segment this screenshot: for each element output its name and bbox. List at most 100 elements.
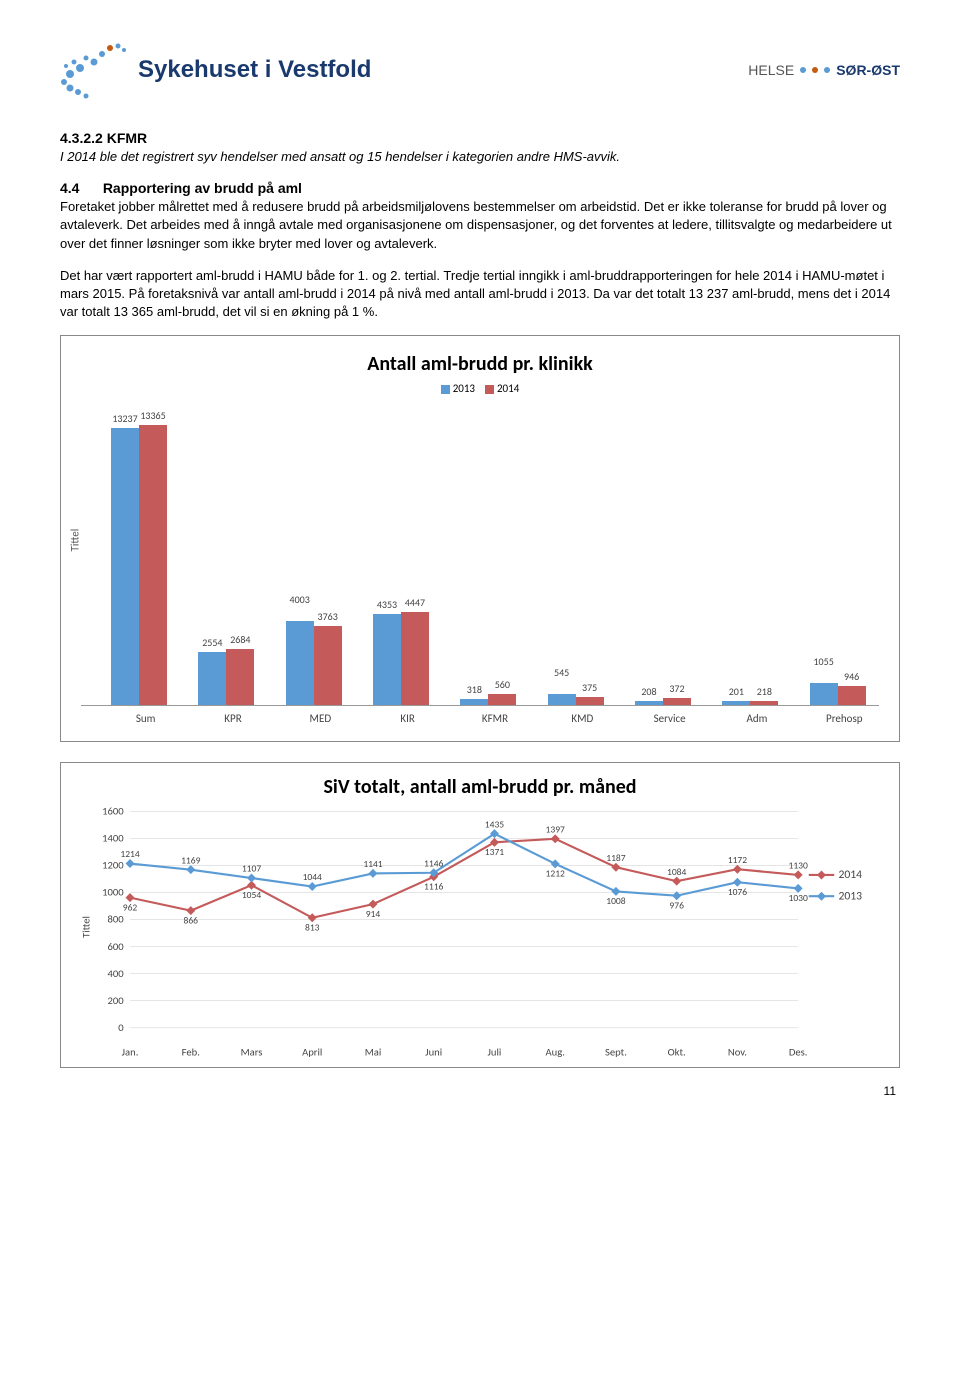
logo-right: HELSE SØR-ØST [748, 62, 900, 78]
svg-text:1200: 1200 [102, 859, 124, 872]
line-chart-svg: 02004006008001000120014001600Jan.Feb.Mar… [77, 805, 883, 1064]
bar-group: 545375 [548, 694, 617, 705]
body-paragraph: I 2014 ble det registrert syv hendelser … [60, 148, 900, 166]
dot-icon [800, 67, 806, 73]
legend-label: 2014 [497, 382, 519, 395]
bar: 2554 [198, 652, 226, 706]
y-axis-label: Tittel [69, 529, 82, 552]
bar-value-label: 560 [495, 678, 510, 691]
svg-text:1008: 1008 [606, 895, 625, 907]
sorost-text: SØR-ØST [836, 62, 900, 78]
logo-dots-icon [60, 40, 130, 100]
svg-text:813: 813 [305, 922, 320, 934]
svg-text:1146: 1146 [424, 858, 443, 870]
bar-value-label: 201 [729, 685, 744, 698]
bar-value-label: 13365 [140, 409, 165, 422]
svg-text:1397: 1397 [546, 824, 565, 836]
svg-text:976: 976 [669, 900, 684, 912]
bar-value-label: 545 [554, 666, 569, 679]
svg-text:2013: 2013 [838, 890, 862, 904]
svg-text:200: 200 [108, 994, 125, 1007]
bar: 318 [460, 699, 488, 706]
svg-text:0: 0 [118, 1021, 124, 1034]
x-label: Prehosp [810, 712, 879, 725]
body-paragraph: Det har vært rapportert aml-brudd i HAMU… [60, 267, 900, 322]
page-number: 11 [60, 1084, 900, 1098]
x-label: KFMR [460, 712, 529, 725]
bar: 208 [635, 701, 663, 705]
bar-value-label: 4353 [377, 598, 397, 611]
svg-text:600: 600 [108, 940, 125, 953]
x-label: Sum [111, 712, 180, 725]
line-chart-box: SiV totalt, antall aml-brudd pr. måned 0… [60, 762, 900, 1068]
x-label: KIR [373, 712, 442, 725]
bar-group: 1323713365 [111, 425, 180, 705]
svg-text:1107: 1107 [242, 863, 261, 875]
bar: 13365 [139, 425, 167, 705]
svg-text:1371: 1371 [485, 846, 504, 858]
bar-group: 318560 [460, 694, 529, 706]
svg-text:1076: 1076 [728, 886, 747, 898]
svg-text:Mars: Mars [241, 1046, 263, 1059]
legend-swatch-2013 [441, 385, 450, 394]
bar-chart-title: Antall aml-brudd pr. klinikk [81, 352, 879, 376]
x-label: MED [286, 712, 355, 725]
svg-text:400: 400 [108, 967, 125, 980]
svg-text:1084: 1084 [667, 866, 686, 878]
bar: 372 [663, 698, 691, 706]
svg-text:1141: 1141 [363, 858, 382, 870]
bar-chart-area: Tittel 132371336525542684400337634353444… [81, 405, 879, 706]
bar: 560 [488, 694, 516, 706]
bar-chart-legend: 2013 2014 [81, 382, 879, 395]
bar-value-label: 3763 [318, 610, 338, 623]
bar: 1055 [810, 683, 838, 705]
page-header: Sykehuset i Vestfold HELSE SØR-ØST [60, 40, 900, 100]
helse-text: HELSE [748, 62, 794, 78]
bar-group: 43534447 [373, 612, 442, 705]
x-label: Service [635, 712, 704, 725]
svg-text:2014: 2014 [838, 868, 862, 882]
section-title: Rapportering av brudd på aml [103, 180, 302, 196]
bar-value-label: 4447 [405, 596, 425, 609]
bar: 4447 [401, 612, 429, 705]
logo-title: Sykehuset i Vestfold [138, 56, 371, 84]
svg-text:1169: 1169 [181, 855, 200, 867]
bar: 3763 [314, 626, 342, 705]
bar: 2684 [226, 649, 254, 705]
line-chart-area: 02004006008001000120014001600Jan.Feb.Mar… [77, 805, 883, 1055]
bar-chart-box: Antall aml-brudd pr. klinikk 2013 2014 T… [60, 335, 900, 742]
svg-text:April: April [302, 1046, 322, 1059]
svg-text:Feb.: Feb. [182, 1046, 200, 1059]
bar: 946 [838, 686, 866, 706]
dot-icon [824, 67, 830, 73]
svg-text:1000: 1000 [102, 886, 124, 899]
bar-value-label: 1055 [813, 655, 833, 668]
bar-group: 40033763 [286, 621, 355, 705]
bar: 4353 [373, 614, 401, 705]
svg-text:1212: 1212 [546, 868, 565, 880]
dot-icon [812, 67, 818, 73]
section-num: 4.4 [60, 180, 79, 196]
svg-text:1172: 1172 [728, 854, 747, 866]
bar-value-label: 4003 [290, 593, 310, 606]
bar: 4003 [286, 621, 314, 705]
legend-label: 2013 [453, 382, 475, 395]
bar-value-label: 2684 [230, 633, 250, 646]
bar-value-label: 13237 [112, 412, 137, 425]
svg-text:Des.: Des. [789, 1046, 808, 1059]
svg-text:1116: 1116 [424, 881, 443, 893]
bar-value-label: 372 [669, 682, 684, 695]
svg-text:Jan.: Jan. [122, 1046, 139, 1059]
svg-text:1435: 1435 [485, 819, 504, 831]
bar-group: 25542684 [198, 649, 267, 705]
section-heading: 4.4 Rapportering av brudd på aml [60, 180, 900, 196]
bar-value-label: 318 [467, 683, 482, 696]
x-label: Adm [722, 712, 791, 725]
body-paragraph: Foretaket jobber målrettet med å reduser… [60, 198, 900, 253]
bar-group: 1055946 [810, 683, 879, 705]
section-heading: 4.3.2.2 KFMR [60, 130, 900, 146]
svg-text:1400: 1400 [102, 832, 124, 845]
bar-value-label: 375 [582, 681, 597, 694]
svg-text:Nov.: Nov. [728, 1046, 747, 1059]
bar-value-label: 2554 [202, 636, 222, 649]
